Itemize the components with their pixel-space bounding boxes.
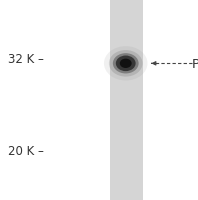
Bar [110, 0, 143, 200]
Text: PTTG: PTTG [192, 58, 198, 70]
Ellipse shape [104, 47, 148, 81]
Ellipse shape [116, 56, 136, 72]
Ellipse shape [109, 51, 143, 77]
Ellipse shape [120, 59, 132, 69]
Text: 20 K –: 20 K – [8, 145, 44, 157]
Ellipse shape [113, 54, 139, 74]
Text: 32 K –: 32 K – [8, 53, 44, 65]
